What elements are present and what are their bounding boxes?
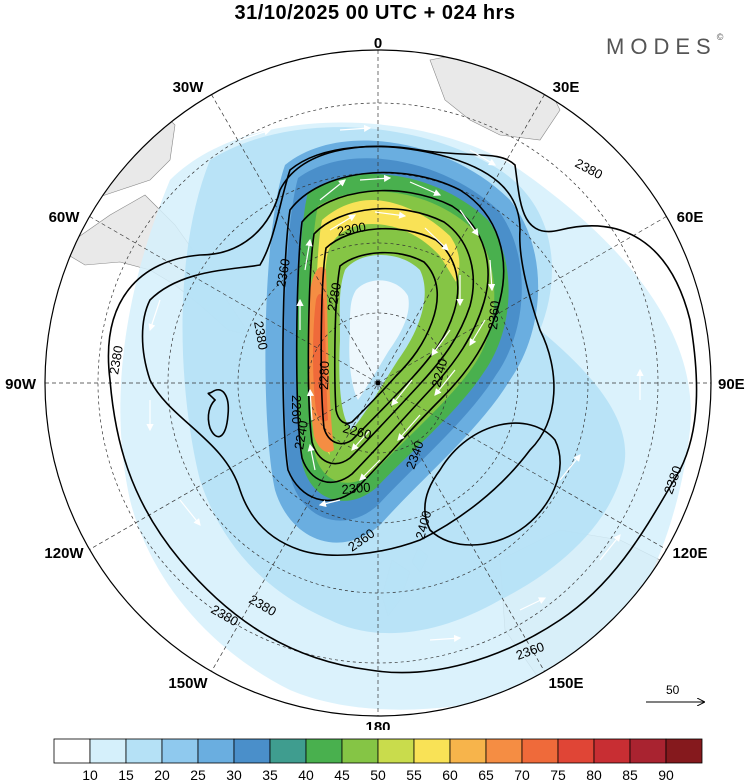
- reference-vector-label: 50: [666, 683, 680, 697]
- polar-map: 2380 2380 2380 2380 2380 2360 2360 2360 …: [5, 35, 745, 730]
- contour-label: 2240: [291, 419, 311, 450]
- brand-name: MODES: [606, 34, 717, 59]
- colorbar-swatch: [485, 738, 523, 764]
- colorbar-swatch: [629, 738, 667, 764]
- colorbar-swatch: [305, 738, 343, 764]
- colorbar-swatch: [341, 738, 379, 764]
- brand-logo: MODES©: [606, 32, 724, 60]
- colorbar-tick-label: 70: [514, 767, 530, 782]
- lon-label-150e: 150E: [548, 675, 583, 692]
- contour-2400-right-high: [424, 422, 561, 546]
- south-pole-marker: [375, 380, 381, 386]
- lon-label-90e: 90E: [718, 376, 745, 393]
- longitude-labels: 0 180 90W 90E 30W 60W 30E 60E 120W 150W …: [5, 35, 745, 730]
- lon-label-0: 0: [374, 35, 382, 52]
- colorbar-tick-label: 15: [118, 767, 134, 782]
- colorbar-tick-label: 90: [658, 767, 674, 782]
- contour-label: 2260: [289, 395, 304, 424]
- colorbar-tick-label: 45: [334, 767, 350, 782]
- colorbar-tick-label: 85: [622, 767, 638, 782]
- contour-2340: [282, 171, 505, 502]
- lon-label-60w: 60W: [49, 209, 81, 226]
- lon-label-60e: 60E: [677, 209, 704, 226]
- colorbar-tick-label: 40: [298, 767, 314, 782]
- colorbar-tick-label: 50: [370, 767, 386, 782]
- wind-vectors: [146, 124, 644, 642]
- lon-label-30w: 30W: [173, 79, 205, 96]
- lon-label-180: 180: [365, 719, 390, 730]
- reference-vector: [646, 680, 710, 710]
- colorbar-tick-label: 65: [478, 767, 494, 782]
- colorbar-tick-label: 75: [550, 767, 566, 782]
- lon-label-150w: 150W: [168, 675, 208, 692]
- colorbar: 10 15 20 25 30 35 40 45 50 55 60 65 70 75 80 85 90: [53, 738, 703, 782]
- colorbar-swatch: [593, 738, 631, 764]
- contour-label: 2380: [251, 320, 271, 351]
- map-disc-content: [45, 50, 711, 716]
- height-contours: [107, 145, 698, 674]
- colorbar-ticks: 10 15 20 25 30 35 40 45 50 55 60 65 70 75 80 85 90: [82, 767, 674, 782]
- contour-label: 2360: [273, 257, 293, 288]
- colorbar-swatch: [377, 738, 415, 764]
- colorbar-swatch: [233, 738, 271, 764]
- map-title: 31/10/2025 00 UTC + 024 hrs: [234, 2, 516, 24]
- colorbar-swatch: [521, 738, 559, 764]
- colorbar-tick-label: 60: [442, 767, 458, 782]
- colorbar-swatch: [53, 738, 91, 764]
- colorbar-swatch: [557, 738, 595, 764]
- colorbar-swatch: [449, 738, 487, 764]
- contour-2320: [295, 189, 489, 484]
- contour-label: 2280: [316, 361, 332, 390]
- copyright-mark: ©: [716, 32, 724, 42]
- colorbar-swatch: [89, 738, 127, 764]
- map-boundary: [44, 49, 712, 717]
- colorbar-tick-label: 20: [154, 767, 170, 782]
- colorbar-tick-label: 10: [82, 767, 98, 782]
- colorbar-tick-label: 55: [406, 767, 422, 782]
- colorbar-swatch: [665, 738, 703, 764]
- contour-label: 2380: [106, 344, 126, 375]
- contour-label: 2360: [485, 300, 502, 330]
- contour-labels: 2380 2380 2380 2380 2380 2360 2360 2360 …: [106, 155, 685, 662]
- lon-label-120w: 120W: [44, 545, 84, 562]
- colorbar-tick-label: 25: [190, 767, 206, 782]
- contour-2380-left-loop: [207, 389, 230, 438]
- colorbar-swatch: [197, 738, 235, 764]
- lon-label-30e: 30E: [553, 79, 580, 96]
- colorbar-swatch: [125, 738, 163, 764]
- low-center-white: [349, 280, 409, 400]
- contour-label: 2300: [341, 480, 371, 497]
- colorbar-swatch: [161, 738, 199, 764]
- contour-label: 2260: [341, 420, 373, 442]
- contour-2280: [320, 227, 459, 445]
- colorbar-swatch: [269, 738, 307, 764]
- lon-label-120e: 120E: [672, 545, 707, 562]
- contour-label: 2280: [324, 281, 344, 312]
- colorbar-tick-label: 80: [586, 767, 602, 782]
- colorbar-tick-label: 35: [262, 767, 278, 782]
- contour-label: 2240: [428, 357, 450, 389]
- colorbar-boxes: [53, 738, 703, 764]
- contour-label: 2300: [336, 219, 367, 239]
- wind-shading-60: [315, 200, 460, 455]
- contour-2380-outer: [107, 145, 698, 674]
- contour-2300: [307, 207, 475, 465]
- contour-2360: [141, 145, 555, 556]
- contour-2260: [334, 251, 439, 425]
- colorbar-swatch: [413, 738, 451, 764]
- lon-label-90w: 90W: [5, 376, 37, 393]
- colorbar-tick-label: 30: [226, 767, 242, 782]
- contour-label: 2400: [412, 509, 434, 541]
